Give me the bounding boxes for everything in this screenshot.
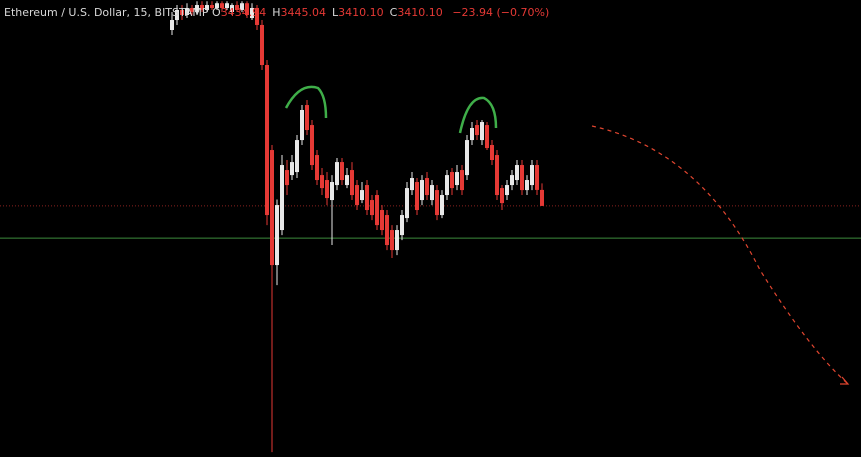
candle-body: [455, 172, 459, 186]
candle-body: [345, 175, 349, 186]
ohlc: O3434.94 H3445.04 L3410.10 C3410.10: [212, 6, 449, 19]
candle-body: [520, 165, 524, 191]
candle-body: [285, 170, 289, 186]
candle-body: [210, 5, 214, 8]
candle-body: [530, 165, 534, 186]
candle-body: [410, 178, 414, 191]
candle-body: [525, 180, 529, 191]
candle-body: [415, 182, 419, 211]
candle-body: [255, 7, 259, 25]
candle-body: [335, 162, 339, 186]
candle-body: [405, 188, 409, 219]
candle-body: [490, 145, 494, 161]
candle-body: [310, 125, 314, 166]
candle-body: [275, 205, 279, 266]
candle-body: [400, 215, 404, 236]
candle-body: [280, 165, 284, 231]
candle-body: [250, 7, 254, 19]
candle-body: [380, 210, 384, 231]
candle-body: [230, 5, 234, 12]
candle-body: [290, 162, 294, 176]
candle-body: [235, 5, 239, 10]
candle-body: [370, 200, 374, 216]
candle-body: [350, 170, 354, 196]
candle-body: [460, 170, 464, 191]
candle-body: [495, 155, 499, 196]
candle-body: [315, 155, 319, 181]
candle-body: [510, 175, 514, 186]
candle-body: [505, 185, 509, 196]
candle-body: [425, 178, 429, 196]
drawing-arc: [458, 96, 498, 134]
candle-body: [175, 9, 179, 21]
legend: Ethereum / U.S. Dollar, 15, BITSTAMP O34…: [4, 6, 555, 19]
candle-body: [240, 3, 244, 10]
candle-body: [170, 20, 174, 30]
candle-body: [220, 3, 224, 8]
ohlc-value: 3410.10: [338, 6, 384, 19]
candle-body: [440, 195, 444, 216]
candle-body: [540, 189, 544, 206]
candle-body: [295, 140, 299, 173]
candle-body: [465, 140, 469, 176]
ohlc-key: O: [212, 6, 221, 19]
candle-body: [190, 7, 194, 12]
candle-body: [450, 172, 454, 189]
candle-body: [535, 165, 539, 190]
symbol-title: Ethereum / U.S. Dollar, 15, BITSTAMP: [4, 6, 209, 19]
ohlc-value: 3434.94: [220, 6, 267, 19]
candle-body: [485, 125, 489, 149]
candle-body: [420, 180, 424, 201]
candle-body: [390, 230, 394, 251]
candle-body: [325, 180, 329, 199]
ohlc-key: L: [331, 6, 339, 19]
candle-body: [195, 5, 199, 12]
candle-body: [205, 5, 209, 10]
ohlc-key: C: [389, 6, 398, 19]
candle-body: [305, 105, 309, 131]
candle-body: [435, 190, 439, 216]
ohlc-value: 3445.04: [280, 6, 326, 19]
candle-body: [270, 150, 274, 266]
candle-body: [340, 162, 344, 181]
candle-body: [365, 185, 369, 211]
drawing-arc: [284, 85, 328, 119]
candle-body: [480, 122, 484, 141]
candle-body: [360, 190, 364, 201]
candle-body: [375, 195, 379, 226]
candle-body: [200, 5, 204, 10]
candle-body: [245, 3, 249, 15]
candle-body: [180, 9, 184, 15]
candle-body: [185, 7, 189, 15]
candle-body: [330, 182, 334, 201]
candle-body: [215, 3, 219, 8]
candle-body: [395, 230, 399, 251]
candle-body: [445, 175, 449, 196]
candle-body: [430, 185, 434, 201]
candle-body: [475, 125, 479, 136]
candle-body: [320, 175, 324, 189]
candle-body: [265, 65, 269, 216]
change: −23.94 (−0.70%): [452, 6, 550, 19]
candle-body: [500, 188, 504, 204]
ohlc-value: 3410.10: [397, 6, 443, 19]
candle-body: [385, 215, 389, 246]
candle-body: [355, 185, 359, 206]
ohlc-key: H: [272, 6, 281, 19]
candle-body: [470, 128, 474, 141]
candle-body: [515, 165, 519, 181]
drawing-arrow: [591, 125, 849, 385]
candle-body: [260, 24, 264, 66]
candle-body: [300, 110, 304, 141]
candle-body: [225, 3, 229, 8]
drawing-arrow-head: [840, 376, 850, 385]
